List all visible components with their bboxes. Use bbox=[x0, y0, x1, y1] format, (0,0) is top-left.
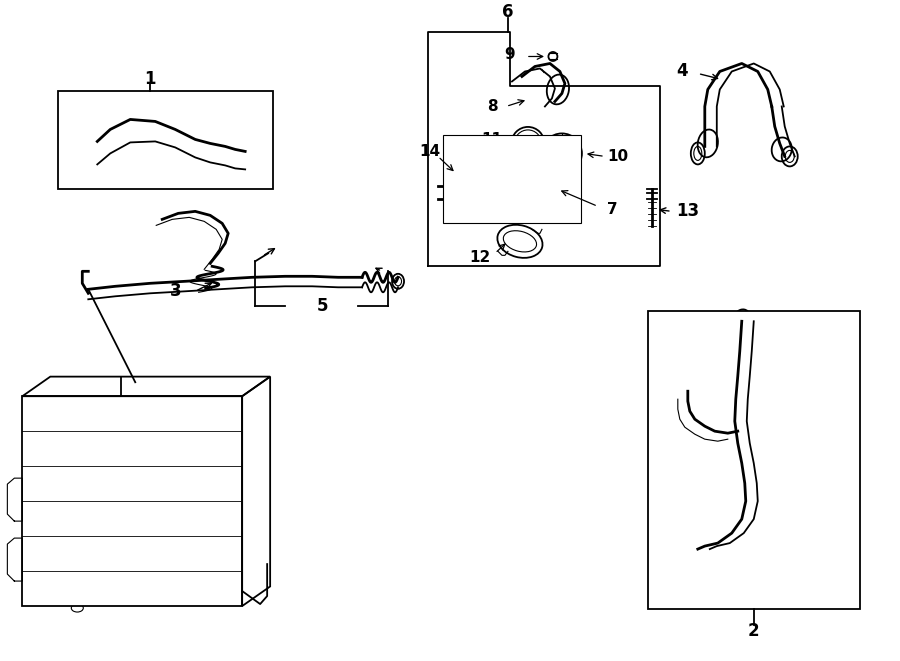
Text: 5: 5 bbox=[317, 297, 328, 315]
Text: 13: 13 bbox=[676, 202, 699, 220]
Text: 14: 14 bbox=[419, 144, 441, 159]
Text: 12: 12 bbox=[470, 250, 490, 265]
Text: 11: 11 bbox=[482, 132, 502, 147]
Bar bbox=[22, 396, 242, 606]
Text: 3: 3 bbox=[169, 282, 181, 300]
Bar bbox=[648, 311, 860, 609]
Text: 8: 8 bbox=[487, 99, 498, 114]
Text: 2: 2 bbox=[748, 622, 760, 640]
Bar bbox=[450, 153, 468, 181]
Text: 4: 4 bbox=[676, 63, 688, 81]
Text: 9: 9 bbox=[505, 47, 516, 62]
Text: 10: 10 bbox=[608, 149, 628, 164]
Text: 6: 6 bbox=[502, 3, 514, 20]
Bar bbox=[58, 91, 273, 190]
Text: 1: 1 bbox=[145, 71, 156, 89]
Bar bbox=[443, 136, 580, 223]
Text: 7: 7 bbox=[607, 202, 617, 217]
